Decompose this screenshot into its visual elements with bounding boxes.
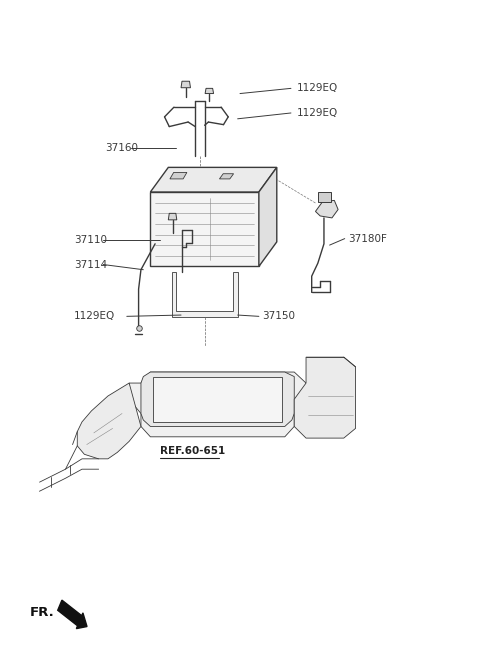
Polygon shape xyxy=(219,174,234,179)
Polygon shape xyxy=(294,357,356,438)
Polygon shape xyxy=(150,192,259,266)
FancyArrow shape xyxy=(58,600,87,628)
Polygon shape xyxy=(181,81,191,88)
Text: REF.60-651: REF.60-651 xyxy=(160,446,225,456)
Text: 37180F: 37180F xyxy=(348,234,387,243)
Polygon shape xyxy=(259,167,277,266)
Polygon shape xyxy=(141,372,294,426)
Text: 37150: 37150 xyxy=(263,312,296,321)
Polygon shape xyxy=(150,167,277,192)
Polygon shape xyxy=(168,213,177,220)
Polygon shape xyxy=(170,173,187,179)
Polygon shape xyxy=(172,272,238,317)
Text: FR.: FR. xyxy=(30,607,55,619)
Polygon shape xyxy=(205,89,214,94)
Text: 1129EQ: 1129EQ xyxy=(297,108,338,118)
Polygon shape xyxy=(318,192,331,201)
Text: 1129EQ: 1129EQ xyxy=(297,83,338,93)
Text: 37110: 37110 xyxy=(74,235,107,245)
Text: 1129EQ: 1129EQ xyxy=(74,312,115,321)
Polygon shape xyxy=(129,372,306,437)
Text: 37160: 37160 xyxy=(106,143,139,153)
Polygon shape xyxy=(77,383,141,459)
Text: 37114: 37114 xyxy=(74,260,107,270)
Polygon shape xyxy=(315,201,338,218)
Polygon shape xyxy=(153,377,282,422)
